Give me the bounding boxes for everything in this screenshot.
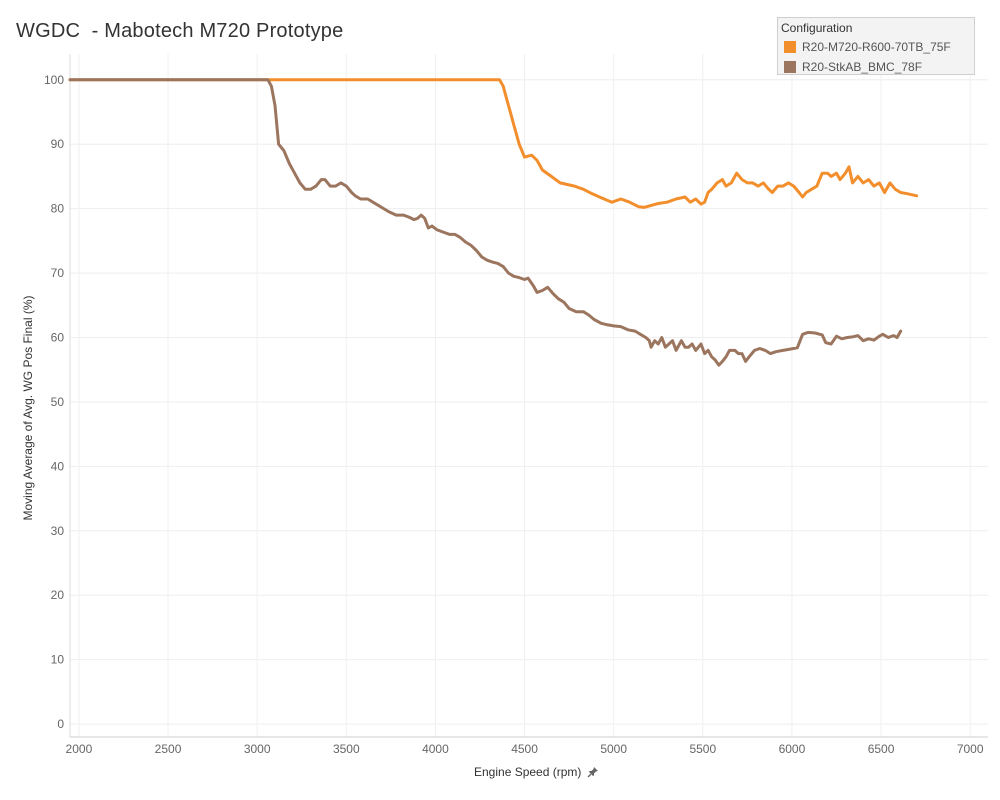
- x-tick-label: 7000: [957, 742, 984, 756]
- y-tick-label: 30: [51, 524, 65, 538]
- series-line-0[interactable]: [68, 78, 919, 209]
- x-axis-label: Engine Speed (rpm): [474, 765, 582, 779]
- y-tick-label: 60: [51, 331, 65, 345]
- x-tick-label: 3000: [244, 742, 271, 756]
- y-tick-label: 70: [51, 266, 65, 280]
- y-tick-label: 0: [57, 717, 64, 731]
- legend-item-label: R20-M720-R600-70TB_75F: [802, 40, 951, 54]
- y-tick-label: 20: [51, 588, 65, 602]
- x-tick-label: 6500: [868, 742, 895, 756]
- x-tick-label: 4000: [422, 742, 449, 756]
- x-tick-label: 4500: [511, 742, 538, 756]
- x-tick-label: 5000: [600, 742, 627, 756]
- x-axis-label-wrap: Engine Speed (rpm): [474, 765, 599, 779]
- y-tick-label: 80: [51, 202, 65, 216]
- legend-swatch: [784, 41, 796, 53]
- y-tick-label: 40: [51, 459, 65, 473]
- series-line-1[interactable]: [68, 78, 903, 367]
- y-tick-label: 90: [51, 137, 65, 151]
- y-tick-label: 100: [44, 73, 64, 87]
- y-tick-label: 50: [51, 395, 65, 409]
- axis-layer: 0 10 20 30 40 50 60 70 80 90 100 2000 2500 3000 3500 40…: [44, 54, 988, 756]
- series-layer: [68, 78, 919, 367]
- legend-item[interactable]: R20-M720-R600-70TB_75F: [784, 40, 951, 54]
- legend-item[interactable]: R20-StkAB_BMC_78F: [784, 60, 922, 74]
- y-tick-label: 10: [51, 653, 65, 667]
- x-tick-label: 2500: [155, 742, 182, 756]
- chart-title: WGDC - Mabotech M720 Prototype: [16, 20, 344, 42]
- pin-icon[interactable]: [587, 766, 599, 778]
- legend-swatch: [784, 61, 796, 73]
- legend-item-label: R20-StkAB_BMC_78F: [802, 60, 923, 74]
- x-tick-label: 5500: [689, 742, 716, 756]
- x-tick-label: 2000: [66, 742, 93, 756]
- x-tick-label: 6000: [779, 742, 806, 756]
- y-axis-label: Moving Average of Avg. WG Pos Final (%): [21, 295, 35, 521]
- legend-title: Configuration: [781, 21, 853, 35]
- legend: Configuration R20-M720-R600-70TB_75F R20…: [777, 17, 975, 75]
- x-tick-label: 3500: [333, 742, 360, 756]
